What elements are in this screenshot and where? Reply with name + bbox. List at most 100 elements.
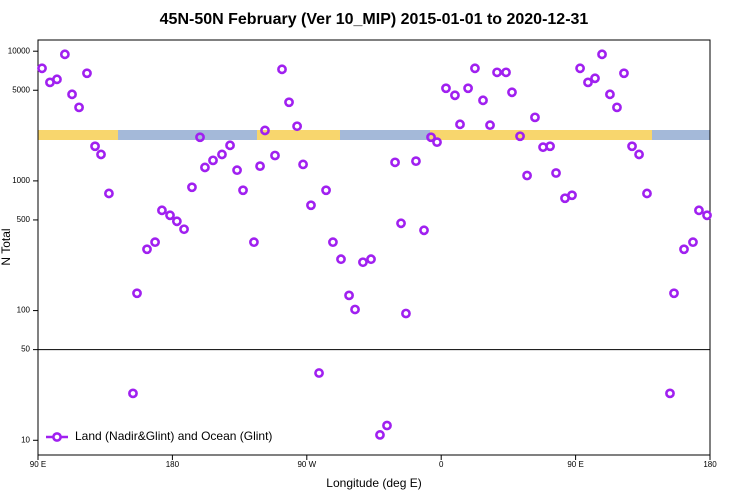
point [551, 168, 561, 178]
point [336, 254, 346, 265]
point [432, 137, 442, 148]
point [67, 89, 77, 100]
point [260, 125, 270, 136]
point [478, 95, 488, 106]
point [702, 210, 712, 221]
point [306, 200, 316, 211]
point [255, 161, 265, 172]
point [463, 83, 473, 94]
point [59, 49, 70, 60]
point [96, 149, 106, 160]
ocean [118, 130, 257, 140]
point [171, 216, 182, 227]
chart-title: 45N-50N February (Ver 10_MIP) 2015-01-01… [160, 11, 589, 28]
point [208, 155, 218, 166]
point [679, 244, 689, 255]
point [530, 112, 540, 123]
point [238, 185, 248, 196]
y-tick-label: 5000 [12, 85, 30, 94]
point [90, 141, 100, 152]
point [441, 83, 451, 94]
point [225, 140, 235, 151]
legend-marker [52, 432, 62, 442]
point [419, 225, 429, 236]
point [132, 288, 142, 299]
x-tick-label: 90 E [30, 460, 46, 469]
point [187, 182, 197, 193]
point [358, 257, 368, 268]
point [350, 304, 360, 315]
land [430, 130, 652, 140]
y-tick-label: 1000 [12, 176, 30, 185]
point [382, 420, 392, 431]
point [195, 132, 205, 143]
point [270, 150, 280, 161]
point [314, 368, 324, 378]
point [217, 149, 227, 160]
point [669, 288, 679, 299]
point [396, 218, 406, 229]
y-tick-label: 100 [17, 306, 31, 315]
x-axis-label: Longitude (deg E) [326, 476, 421, 490]
land [257, 130, 340, 140]
point [104, 188, 114, 199]
point [200, 162, 210, 173]
legend-label: Land (Nadir&Glint) and Ocean (Glint) [75, 429, 272, 443]
point [450, 90, 460, 101]
point [485, 120, 495, 131]
point [411, 156, 421, 167]
point [605, 89, 615, 100]
ocean [340, 130, 430, 140]
point [321, 185, 331, 196]
point [82, 68, 92, 79]
point [501, 67, 511, 78]
x-tick-label: 180 [166, 460, 180, 469]
point [455, 119, 465, 130]
point [328, 237, 338, 248]
point [165, 210, 175, 221]
point [470, 63, 480, 74]
ocean [652, 130, 710, 140]
point [366, 254, 376, 265]
land [38, 130, 118, 140]
point [292, 121, 302, 132]
point [522, 170, 532, 181]
point [401, 308, 411, 319]
point [74, 102, 84, 113]
point [575, 63, 585, 74]
point [157, 205, 167, 216]
point [619, 68, 629, 79]
point [284, 97, 294, 108]
point [612, 102, 622, 113]
point [492, 67, 502, 78]
x-tick-label: 0 [439, 460, 444, 469]
point [694, 205, 704, 216]
point [597, 49, 607, 60]
x-tick-label: 90 W [297, 460, 316, 469]
point [249, 237, 259, 248]
plot-frame [37, 39, 711, 456]
y-tick-label: 10 [21, 435, 30, 444]
point [179, 224, 189, 235]
land-ocean-strip [38, 130, 710, 140]
x-tick-label: 180 [703, 460, 717, 469]
point [142, 244, 152, 255]
point [545, 141, 555, 152]
point [298, 159, 308, 170]
point [590, 73, 600, 84]
point [642, 188, 652, 199]
y-tick-label: 50 [21, 345, 30, 354]
x-tick-label: 90 E [567, 460, 583, 469]
y-axis-label: N Total [0, 228, 13, 265]
y-tick-label: 500 [17, 215, 31, 224]
point [128, 388, 138, 399]
point [232, 165, 242, 176]
y-tick-label: 10000 [8, 46, 31, 55]
point [507, 87, 517, 98]
point [150, 237, 160, 248]
point [688, 237, 698, 248]
point [627, 141, 637, 152]
point [665, 388, 675, 399]
